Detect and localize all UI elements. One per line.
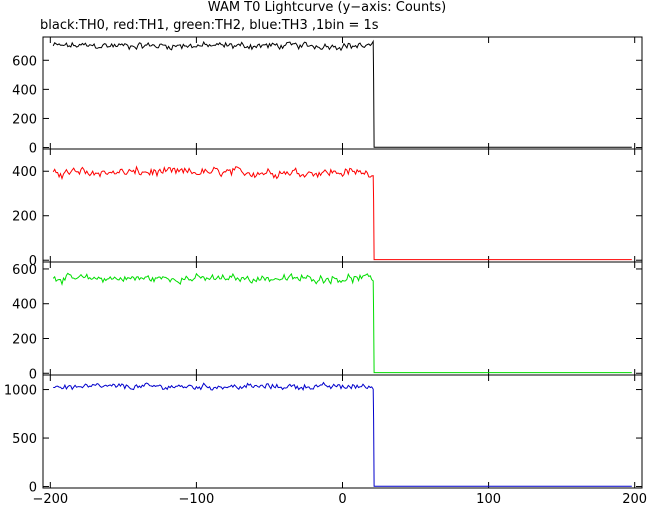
y-tick-label: 1000 [4, 384, 37, 399]
y-tick-label: 200 [12, 112, 37, 127]
series-line-th2 [52, 272, 632, 374]
panel-frame-th3 [42, 374, 643, 489]
y-tick-label: 0 [29, 367, 37, 382]
y-tick-label: 200 [12, 332, 37, 347]
y-tick-label: 200 [12, 210, 37, 225]
y-tick-label: 0 [29, 142, 37, 157]
chart-subtitle: black:TH0, red:TH1, green:TH2, blue:TH3 … [40, 18, 379, 33]
panel-frame-th2 [42, 261, 643, 376]
panel-frame-th1 [42, 148, 643, 263]
y-tick-label: 0 [29, 254, 37, 269]
x-tick-label: 100 [476, 492, 501, 505]
y-tick-label: 600 [12, 263, 37, 278]
panel-frame-th0 [42, 36, 643, 150]
y-tick-label: 600 [12, 54, 37, 69]
x-tick-label: 0 [338, 492, 346, 505]
y-tick-label: 0 [29, 481, 37, 496]
x-tick-label: 200 [622, 492, 647, 505]
series-line-th1 [52, 165, 632, 261]
x-tick-label: −200 [32, 492, 68, 505]
x-tick-label: −100 [179, 492, 215, 505]
y-tick-label: 400 [12, 298, 37, 313]
y-tick-label: 500 [12, 432, 37, 447]
y-tick-label: 400 [12, 83, 37, 98]
series-line-th0 [52, 39, 632, 148]
chart-title: WAM T0 Lightcurve (y−axis: Counts) [207, 0, 447, 15]
series-line-th3 [53, 381, 632, 487]
y-tick-label: 400 [12, 165, 37, 180]
